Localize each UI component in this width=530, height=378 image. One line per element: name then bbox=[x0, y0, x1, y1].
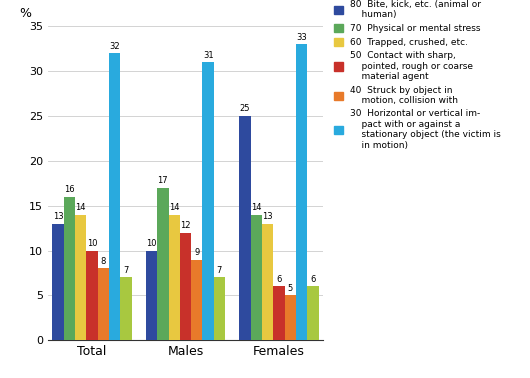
Bar bbox=[146, 251, 157, 340]
Bar bbox=[98, 268, 109, 340]
Bar bbox=[202, 62, 214, 340]
Bar bbox=[307, 287, 319, 340]
Text: 10: 10 bbox=[87, 239, 97, 248]
Text: 33: 33 bbox=[296, 33, 307, 42]
Bar bbox=[169, 215, 180, 340]
Bar bbox=[240, 116, 251, 340]
Bar bbox=[52, 224, 64, 340]
Bar bbox=[180, 232, 191, 340]
Text: 10: 10 bbox=[146, 239, 157, 248]
Text: 16: 16 bbox=[64, 185, 75, 194]
Text: 8: 8 bbox=[101, 257, 106, 266]
Text: 25: 25 bbox=[240, 104, 250, 113]
Text: 31: 31 bbox=[203, 51, 214, 60]
Text: 7: 7 bbox=[217, 266, 222, 275]
Text: 5: 5 bbox=[288, 284, 293, 293]
Text: 7: 7 bbox=[123, 266, 129, 275]
Bar bbox=[75, 215, 86, 340]
Text: 17: 17 bbox=[157, 176, 168, 185]
Text: 13: 13 bbox=[52, 212, 64, 221]
Bar bbox=[251, 215, 262, 340]
Text: 9: 9 bbox=[194, 248, 199, 257]
Bar bbox=[262, 224, 273, 340]
Bar bbox=[86, 251, 98, 340]
Bar bbox=[120, 277, 131, 340]
Text: 14: 14 bbox=[75, 203, 86, 212]
Bar bbox=[191, 260, 202, 340]
Text: 6: 6 bbox=[276, 275, 281, 284]
Text: 12: 12 bbox=[180, 221, 191, 230]
Text: 14: 14 bbox=[251, 203, 262, 212]
Text: 32: 32 bbox=[109, 42, 120, 51]
Y-axis label: %: % bbox=[20, 7, 32, 20]
Bar bbox=[273, 287, 285, 340]
Bar bbox=[157, 188, 169, 340]
Text: 14: 14 bbox=[169, 203, 180, 212]
Bar bbox=[64, 197, 75, 340]
Bar bbox=[109, 53, 120, 340]
Bar bbox=[214, 277, 225, 340]
Text: 6: 6 bbox=[310, 275, 316, 284]
Bar bbox=[285, 295, 296, 340]
Bar bbox=[296, 44, 307, 340]
Text: 13: 13 bbox=[262, 212, 273, 221]
Legend: 80  Bite, kick, etc. (animal or
    human), 70  Physical or mental stress, 60  T: 80 Bite, kick, etc. (animal or human), 7… bbox=[334, 0, 501, 150]
